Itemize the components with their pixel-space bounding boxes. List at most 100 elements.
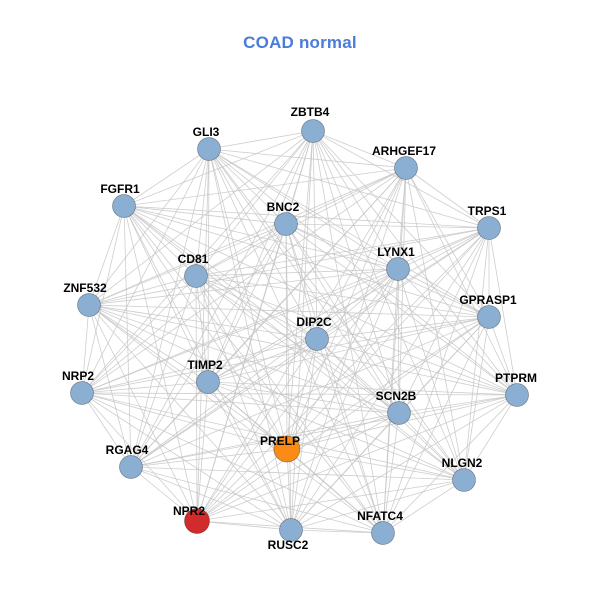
edge-SCN2B-NLGN2 bbox=[398, 412, 465, 481]
edge-GLI3-TRPS1 bbox=[208, 148, 490, 229]
edge-TRPS1-NFATC4 bbox=[382, 227, 490, 534]
edge-TRPS1-CD81 bbox=[195, 227, 490, 277]
node-GLI3 bbox=[197, 137, 221, 161]
edge-CD81-NPR2 bbox=[195, 275, 198, 522]
edge-PTPRM-SCN2B bbox=[398, 394, 518, 414]
edge-TRPS1-LYNX1 bbox=[397, 227, 490, 270]
edge-BNC2-SCN2B bbox=[285, 223, 400, 414]
edge-GPRASP1-DIP2C bbox=[316, 316, 490, 340]
edge-TRPS1-RUSC2 bbox=[290, 227, 490, 531]
edge-NLGN2-RUSC2 bbox=[290, 479, 465, 531]
edge-FGFR1-NFATC4 bbox=[123, 205, 384, 534]
edge-SCN2B-PRELP bbox=[286, 412, 400, 450]
edge-LYNX1-RUSC2 bbox=[290, 268, 399, 531]
edge-PTPRM-RGAG4 bbox=[130, 394, 518, 468]
edge-NLGN2-NPR2 bbox=[196, 479, 465, 522]
edge-NRP2-NPR2 bbox=[81, 392, 198, 522]
edge-ZNF532-PRELP bbox=[88, 304, 288, 450]
edge-ZNF532-NRP2 bbox=[81, 304, 90, 394]
node-label-BNC2: BNC2 bbox=[267, 200, 300, 214]
edge-SCN2B-NFATC4 bbox=[382, 412, 400, 534]
nodes-layer bbox=[70, 119, 529, 545]
node-label-FGFR1: FGFR1 bbox=[100, 182, 140, 196]
edge-ARHGEF17-NPR2 bbox=[196, 167, 407, 522]
edge-DIP2C-SCN2B bbox=[316, 338, 400, 414]
edge-CD81-PRELP bbox=[195, 275, 288, 450]
edge-NRP2-NLGN2 bbox=[81, 392, 465, 481]
node-label-ZNF532: ZNF532 bbox=[63, 281, 107, 295]
node-label-NLGN2: NLGN2 bbox=[442, 456, 483, 470]
edge-GLI3-FGFR1 bbox=[123, 148, 210, 207]
edge-DIP2C-PTPRM bbox=[316, 338, 518, 396]
edge-ZBTB4-DIP2C bbox=[312, 130, 318, 340]
edge-TRPS1-NLGN2 bbox=[463, 227, 490, 481]
edge-TIMP2-RGAG4 bbox=[130, 381, 209, 468]
edge-TIMP2-PTPRM bbox=[207, 381, 518, 396]
node-NPR2 bbox=[184, 508, 210, 534]
edge-LYNX1-PTPRM bbox=[397, 268, 518, 396]
edge-ARHGEF17-PTPRM bbox=[405, 167, 518, 396]
edge-ZBTB4-PRELP bbox=[286, 130, 314, 450]
node-ARHGEF17 bbox=[394, 156, 418, 180]
edge-CD81-PTPRM bbox=[195, 275, 518, 396]
edge-PTPRM-NFATC4 bbox=[382, 394, 518, 534]
edge-CD81-SCN2B bbox=[195, 275, 400, 414]
edge-PTPRM-RUSC2 bbox=[290, 394, 518, 531]
edge-ZBTB4-NLGN2 bbox=[312, 130, 465, 481]
edge-LYNX1-NRP2 bbox=[81, 268, 399, 394]
node-NLGN2 bbox=[452, 468, 476, 492]
node-NFATC4 bbox=[371, 521, 395, 545]
edge-GPRASP1-NLGN2 bbox=[463, 316, 490, 481]
node-CD81 bbox=[184, 264, 208, 288]
edge-GLI3-NRP2 bbox=[81, 148, 210, 394]
edge-GPRASP1-NRP2 bbox=[81, 316, 490, 394]
edge-ZBTB4-GLI3 bbox=[208, 130, 314, 150]
edge-SCN2B-RGAG4 bbox=[130, 412, 400, 468]
edge-GPRASP1-TIMP2 bbox=[207, 316, 490, 383]
node-DIP2C bbox=[305, 327, 329, 351]
edge-BNC2-NLGN2 bbox=[285, 223, 465, 481]
edge-GPRASP1-PTPRM bbox=[488, 316, 518, 396]
edge-GPRASP1-NPR2 bbox=[196, 316, 490, 522]
edge-RGAG4-NPR2 bbox=[130, 466, 198, 522]
edge-ZBTB4-ZNF532 bbox=[88, 130, 314, 306]
edge-GLI3-GPRASP1 bbox=[208, 148, 490, 318]
node-label-PRELP: PRELP bbox=[260, 434, 300, 448]
edge-FGFR1-CD81 bbox=[123, 205, 197, 277]
edge-NRP2-SCN2B bbox=[81, 392, 400, 414]
edge-FGFR1-ZNF532 bbox=[88, 205, 125, 306]
edge-NPR2-RUSC2 bbox=[196, 520, 292, 531]
edge-SCN2B-NPR2 bbox=[196, 412, 400, 522]
edge-FGFR1-GPRASP1 bbox=[123, 205, 490, 318]
edge-BNC2-NFATC4 bbox=[285, 223, 384, 534]
edge-GLI3-CD81 bbox=[195, 148, 210, 277]
edge-DIP2C-NRP2 bbox=[81, 338, 318, 394]
edge-ZBTB4-LYNX1 bbox=[312, 130, 399, 270]
node-FGFR1 bbox=[112, 194, 136, 218]
edge-GLI3-DIP2C bbox=[208, 148, 318, 340]
edge-GPRASP1-NFATC4 bbox=[382, 316, 490, 534]
node-label-ZBTB4: ZBTB4 bbox=[291, 105, 330, 119]
edge-TIMP2-NPR2 bbox=[196, 381, 209, 522]
edge-TIMP2-NRP2 bbox=[81, 381, 209, 394]
edge-LYNX1-RGAG4 bbox=[130, 268, 399, 468]
edge-ZBTB4-CD81 bbox=[195, 130, 314, 277]
edge-FGFR1-NPR2 bbox=[123, 205, 198, 522]
edge-CD81-RGAG4 bbox=[130, 275, 197, 468]
edge-NRP2-RGAG4 bbox=[81, 392, 132, 468]
node-RGAG4 bbox=[119, 455, 143, 479]
node-BNC2 bbox=[274, 212, 298, 236]
edge-CD81-NFATC4 bbox=[195, 275, 384, 534]
edge-ARHGEF17-NRP2 bbox=[81, 167, 407, 394]
edge-GPRASP1-PRELP bbox=[286, 316, 490, 450]
edge-TRPS1-PRELP bbox=[286, 227, 490, 450]
node-label-GPRASP1: GPRASP1 bbox=[459, 293, 517, 307]
node-RUSC2 bbox=[279, 518, 303, 542]
edge-GLI3-LYNX1 bbox=[208, 148, 399, 270]
edge-LYNX1-CD81 bbox=[195, 268, 399, 277]
edge-TRPS1-ZNF532 bbox=[88, 227, 490, 306]
node-label-SCN2B: SCN2B bbox=[376, 389, 417, 403]
node-GPRASP1 bbox=[477, 305, 501, 329]
